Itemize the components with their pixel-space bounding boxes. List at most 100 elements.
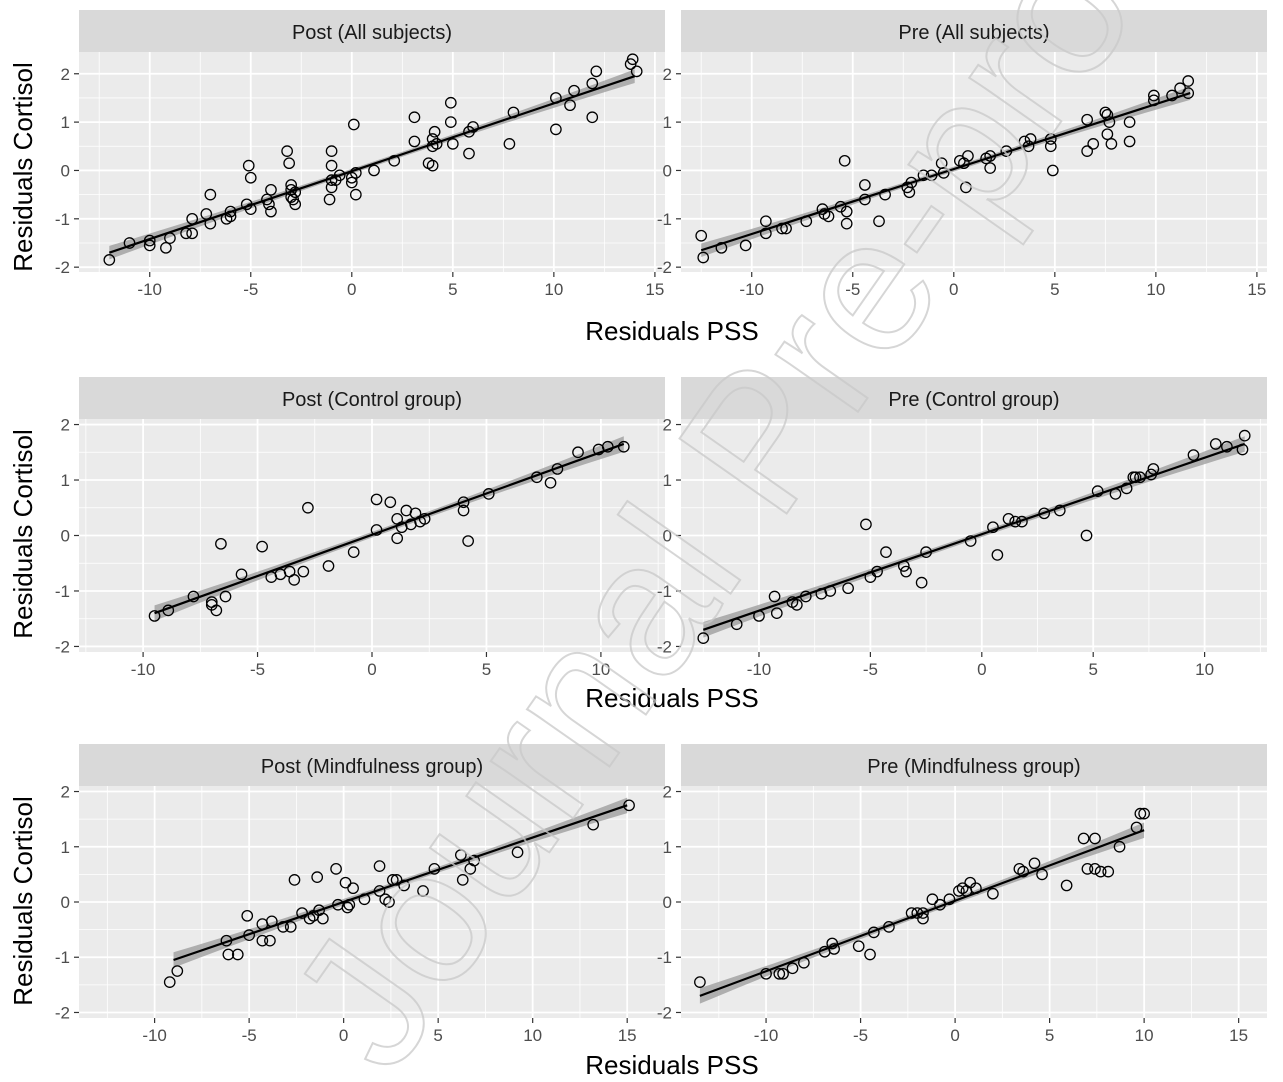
panel-title: Post (Control group) bbox=[282, 389, 462, 411]
data-point bbox=[1105, 138, 1118, 150]
y-tick-label: 2 bbox=[663, 416, 672, 435]
data-point bbox=[462, 535, 474, 547]
y-tick-label: -2 bbox=[657, 637, 672, 656]
data-point bbox=[1081, 145, 1094, 157]
x-tick-label: 10 bbox=[1146, 280, 1165, 299]
panel-strip bbox=[79, 10, 665, 52]
data-point bbox=[444, 116, 457, 128]
data-point bbox=[467, 121, 479, 133]
data-point bbox=[859, 193, 871, 206]
data-point bbox=[325, 181, 338, 194]
data-point bbox=[786, 962, 799, 975]
data-point bbox=[991, 549, 1004, 561]
data-point bbox=[210, 604, 223, 617]
y-tick-label: 1 bbox=[61, 471, 70, 490]
y-tick-label: 0 bbox=[663, 161, 672, 180]
data-point bbox=[215, 537, 227, 550]
y-tick-label: -1 bbox=[657, 210, 672, 229]
data-point bbox=[1000, 145, 1013, 157]
data-point bbox=[1134, 807, 1147, 820]
data-point bbox=[317, 912, 329, 925]
data-point bbox=[1209, 438, 1222, 450]
x-tick-label: 5 bbox=[433, 1026, 442, 1045]
data-point bbox=[325, 145, 338, 157]
x-tick-label: -5 bbox=[845, 280, 860, 299]
x-tick-label: 15 bbox=[1229, 1026, 1248, 1045]
y-tick-label: 1 bbox=[663, 838, 672, 857]
data-point bbox=[428, 863, 441, 875]
data-point bbox=[1221, 440, 1233, 453]
data-point bbox=[715, 241, 728, 254]
data-point bbox=[325, 159, 338, 172]
data-point bbox=[824, 585, 837, 597]
data-point bbox=[917, 912, 929, 925]
data-point bbox=[1087, 138, 1100, 150]
data-point bbox=[235, 568, 248, 581]
data-point bbox=[551, 463, 564, 475]
data-point bbox=[1238, 429, 1251, 442]
data-point bbox=[256, 934, 269, 947]
data-point bbox=[285, 179, 298, 191]
data-point bbox=[852, 940, 865, 953]
panel-strip bbox=[681, 377, 1267, 419]
data-point bbox=[1123, 135, 1136, 148]
data-point bbox=[753, 610, 765, 622]
data-point bbox=[840, 217, 853, 230]
x-tick-label: -5 bbox=[243, 280, 258, 299]
x-tick-label: -10 bbox=[131, 660, 156, 679]
data-point bbox=[917, 169, 930, 182]
y-tick-label: -2 bbox=[55, 637, 70, 656]
data-point bbox=[760, 227, 772, 240]
y-tick-label: 0 bbox=[663, 893, 672, 912]
x-tick-label: 0 bbox=[950, 1026, 959, 1045]
y-tick-label: -1 bbox=[55, 948, 70, 967]
x-tick-label: 15 bbox=[618, 1026, 637, 1045]
data-point bbox=[297, 565, 310, 578]
data-point bbox=[1166, 89, 1178, 102]
x-tick-label: -10 bbox=[747, 660, 772, 679]
data-point bbox=[905, 907, 918, 919]
x-axis-title-row2: Residuals PSS bbox=[585, 683, 758, 713]
x-tick-label: 5 bbox=[1045, 1026, 1054, 1045]
data-point bbox=[920, 546, 932, 558]
data-point bbox=[1182, 75, 1195, 87]
data-point bbox=[1147, 89, 1160, 102]
data-point bbox=[1046, 164, 1059, 177]
data-point bbox=[828, 943, 840, 955]
data-point bbox=[388, 154, 401, 167]
y-tick-label: -2 bbox=[657, 1003, 672, 1022]
x-axis-title-row3: Residuals PSS bbox=[585, 1050, 758, 1080]
data-point bbox=[444, 96, 457, 109]
data-point bbox=[1081, 863, 1094, 875]
data-point bbox=[390, 874, 403, 886]
data-point bbox=[507, 106, 520, 119]
x-tick-label: -10 bbox=[739, 280, 764, 299]
data-point bbox=[244, 203, 257, 215]
data-point bbox=[1130, 821, 1143, 834]
regression-line bbox=[154, 442, 625, 615]
data-point bbox=[339, 876, 352, 889]
data-point bbox=[943, 893, 956, 906]
y-tick-label: 1 bbox=[61, 838, 70, 857]
data-point bbox=[281, 145, 293, 157]
data-point bbox=[323, 193, 336, 206]
data-point bbox=[630, 65, 643, 78]
data-point bbox=[265, 183, 277, 196]
data-point bbox=[408, 135, 421, 148]
data-point bbox=[760, 215, 772, 228]
data-point bbox=[408, 111, 421, 124]
data-point bbox=[1091, 485, 1104, 497]
data-point bbox=[1081, 113, 1094, 126]
x-tick-label: -5 bbox=[853, 1026, 868, 1045]
data-point bbox=[864, 948, 876, 961]
data-point bbox=[1101, 109, 1114, 121]
data-point bbox=[937, 167, 950, 179]
data-point bbox=[1109, 488, 1122, 500]
data-point bbox=[373, 860, 386, 872]
data-point bbox=[970, 882, 982, 895]
data-point bbox=[770, 607, 783, 620]
data-point bbox=[1077, 832, 1090, 845]
data-point bbox=[867, 926, 880, 939]
